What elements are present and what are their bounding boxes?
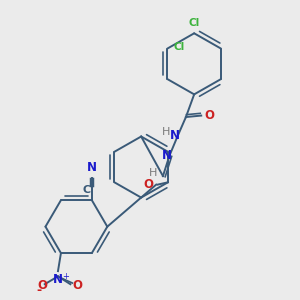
Text: Cl: Cl [188,18,200,28]
Text: H: H [149,168,158,178]
Text: N: N [87,161,97,174]
Text: H: H [162,128,171,137]
Text: O: O [143,178,154,190]
Text: +: + [62,272,69,281]
Text: N: N [170,129,180,142]
Text: O: O [73,279,83,292]
Text: Cl: Cl [174,42,185,52]
Text: C: C [82,185,91,195]
Text: O: O [204,109,214,122]
Text: N: N [162,149,172,162]
Text: O: O [38,279,48,292]
Text: -: - [36,284,41,296]
Text: N: N [53,273,63,286]
